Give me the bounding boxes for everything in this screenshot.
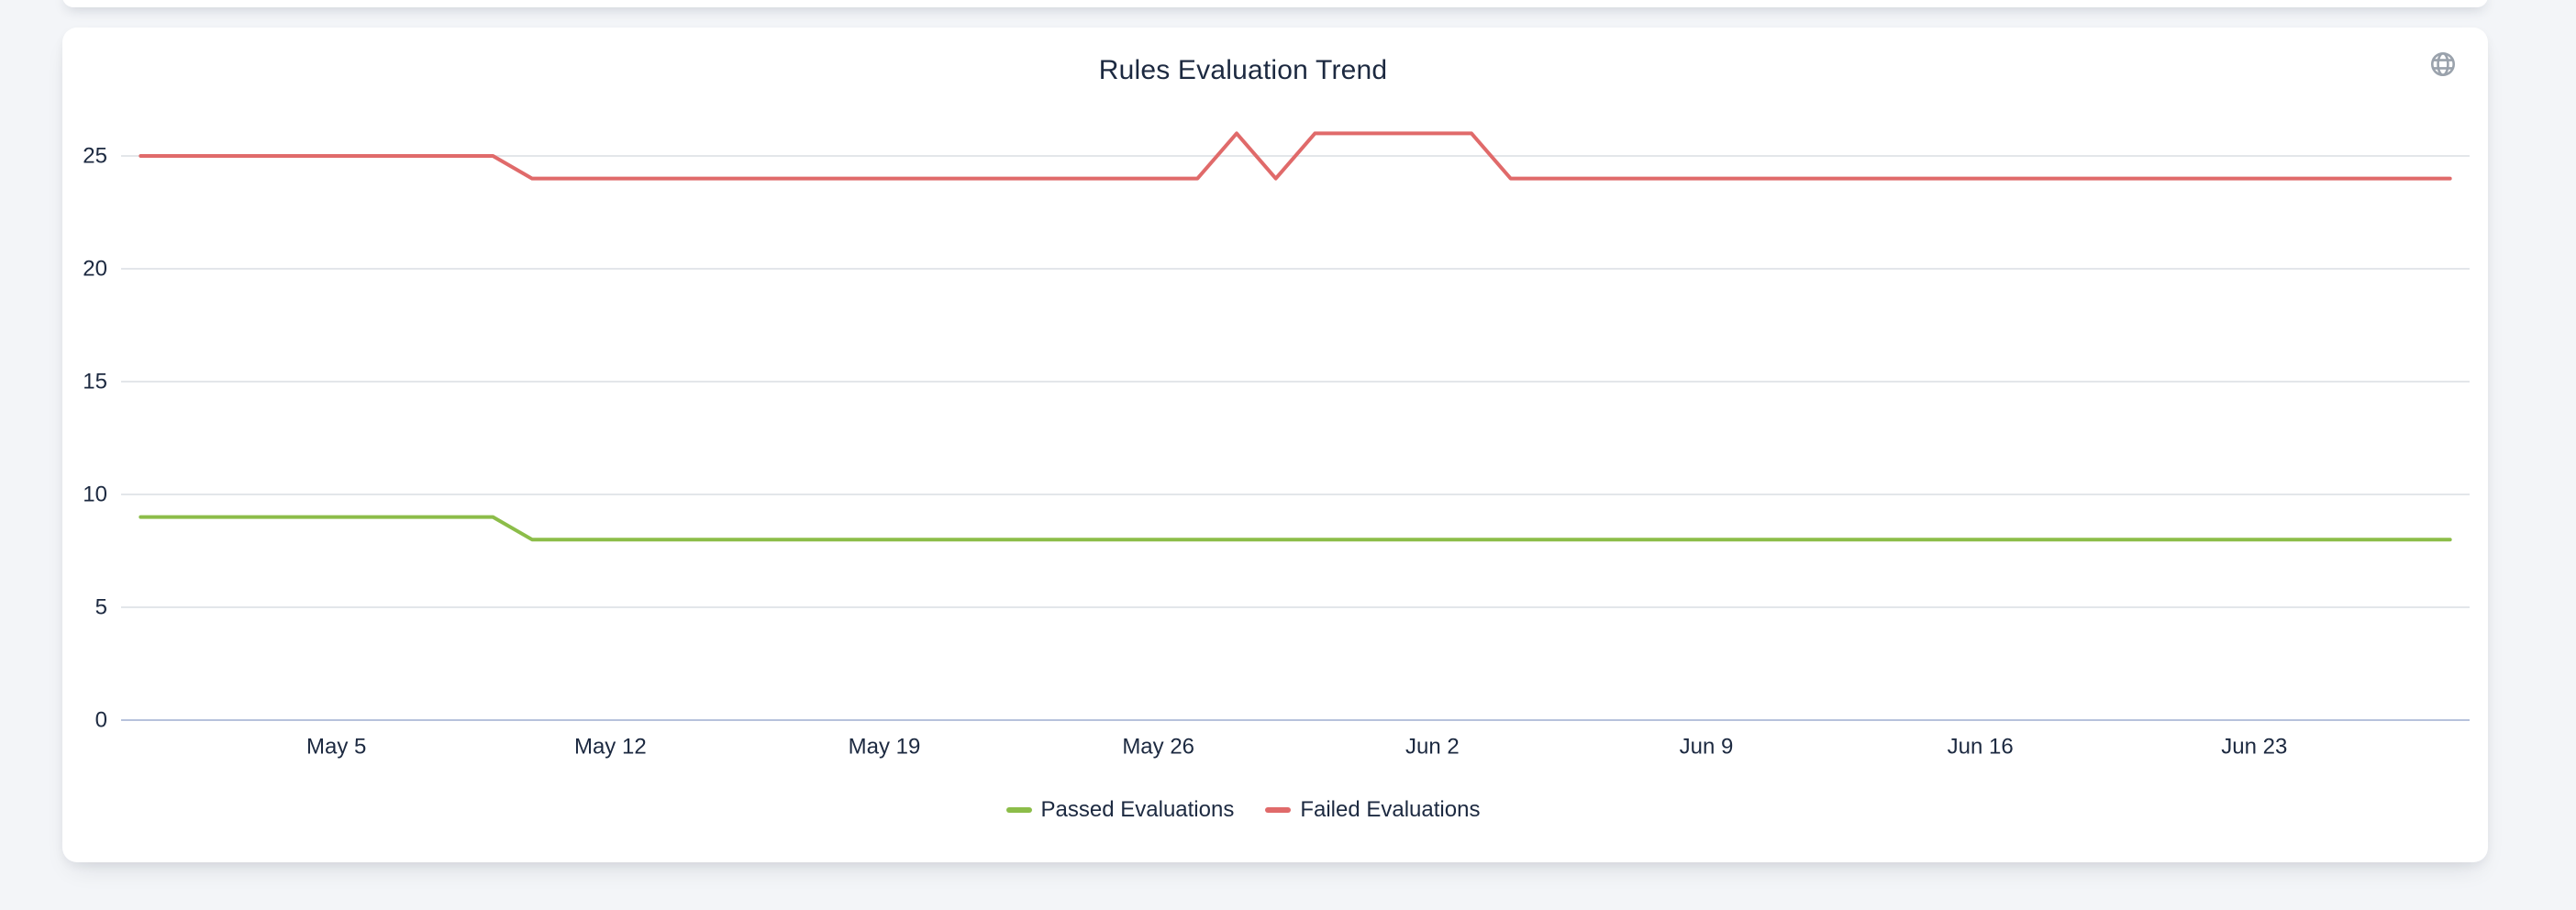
chart-card: Rules Evaluation Trend 0 5 10 15 20 25 May 5 Ma… [62,28,2488,862]
legend-item-passed[interactable]: Passed Evaluations [1005,797,1235,823]
x-tick-label: Jun 9 [1680,735,1734,760]
x-tick-label: May 5 [306,735,366,760]
y-tick-label: 10 [83,483,107,507]
series-line-failed [139,131,2452,181]
legend-item-failed[interactable]: Failed Evaluations [1265,797,1480,823]
x-tick-label: May 26 [1122,735,1194,760]
y-tick-label: 15 [83,370,107,394]
y-tick-label: 0 [95,708,107,733]
x-tick-label: May 19 [849,735,921,760]
series-line-passed [139,515,2452,542]
adjacent-card-edge [62,0,2488,7]
legend-marker-passed-icon [1005,807,1032,813]
y-tick-label: 5 [95,595,107,620]
chart-plot-area[interactable]: 0 5 10 15 20 25 May 5 May 12 May 19 May 26 Jun 2 Ju… [62,28,2488,862]
y-tick-label: 20 [83,257,107,282]
legend-marker-failed-icon [1265,807,1292,813]
y-tick-label: 25 [83,144,107,169]
x-tick-label: Jun 2 [1405,735,1460,760]
x-tick-label: Jun 16 [1948,735,2014,760]
globe-icon[interactable] [2429,50,2457,78]
x-tick-label: May 12 [574,735,647,760]
x-tick-label: Jun 23 [2221,735,2287,760]
chart-legend: Passed Evaluations Failed Evaluations [62,796,2424,824]
legend-label-passed: Passed Evaluations [1040,797,1235,822]
legend-label-failed: Failed Evaluations [1300,797,1481,822]
